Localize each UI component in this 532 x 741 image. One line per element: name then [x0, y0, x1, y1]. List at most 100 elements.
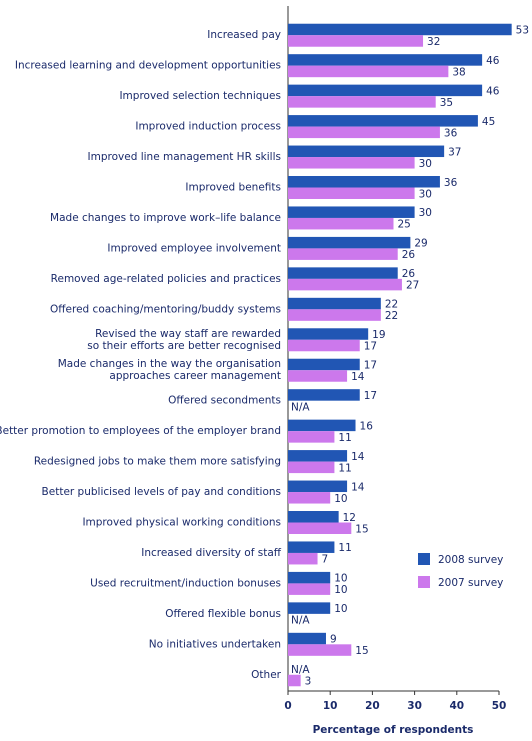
bar [288, 552, 318, 565]
value-label: 36 [444, 177, 458, 189]
bar [288, 157, 415, 169]
y-tick-label: Made changes in the way the organisation… [58, 358, 281, 382]
value-label: 10 [334, 493, 347, 505]
value-label: 3 [305, 676, 312, 688]
value-label: 15 [355, 523, 368, 535]
y-tick-label: Offered coaching/mentoring/buddy systems [50, 303, 281, 315]
bar [288, 571, 331, 584]
x-tick-label: 20 [365, 700, 380, 712]
y-tick-label: Made changes to improve work–life balanc… [50, 212, 281, 224]
bar [288, 248, 398, 260]
y-tick-label: Increased diversity of staff [141, 547, 282, 559]
value-label: 11 [338, 462, 351, 474]
y-tick-label: Redesigned jobs to make them more satisf… [34, 456, 281, 468]
bar [288, 674, 301, 687]
y-tick-label: Better promotion to employees of the emp… [0, 425, 281, 437]
bar [288, 96, 436, 108]
bar [288, 541, 335, 553]
y-tick-label: Other [251, 669, 281, 681]
y-tick-label: Improved employee involvement [107, 242, 281, 254]
value-label: 30 [419, 158, 432, 170]
y-tick-label: Offered flexible bonus [165, 608, 281, 620]
y-tick-label: Increased pay [207, 29, 281, 41]
y-tick-label: Removed age-related policies and practic… [51, 273, 281, 285]
bar [288, 632, 326, 645]
value-label: 22 [385, 299, 398, 311]
value-label: 25 [398, 219, 411, 231]
value-label: 46 [486, 55, 500, 67]
bar [288, 278, 402, 291]
x-tick-label: 30 [407, 700, 422, 712]
value-label: N/A [291, 401, 310, 413]
value-label: 14 [351, 371, 365, 383]
bar [288, 370, 348, 382]
value-label: 16 [360, 420, 374, 432]
value-label: 26 [402, 268, 416, 280]
value-label: 11 [338, 542, 351, 554]
value-label: 11 [338, 432, 351, 444]
value-label: 17 [364, 341, 377, 353]
value-label: 38 [452, 66, 465, 78]
bar [288, 431, 335, 443]
value-label: N/A [291, 615, 310, 627]
bar [288, 54, 483, 66]
value-label: 12 [343, 512, 356, 524]
bar [288, 522, 352, 534]
y-tick-label: Improved induction process [135, 121, 281, 133]
bar [288, 217, 394, 230]
value-label: 10 [334, 573, 347, 585]
bar [288, 84, 483, 97]
value-label: 35 [440, 97, 453, 109]
bar [288, 492, 331, 504]
bar [288, 644, 352, 656]
value-label: 15 [355, 645, 368, 657]
bar [288, 176, 440, 188]
bar [288, 65, 449, 78]
bar [288, 461, 335, 474]
y-tick-label: Offered secondments [168, 395, 281, 407]
y-tick-label: No initiatives undertaken [149, 638, 281, 650]
y-tick-label: Better publicised levels of pay and cond… [42, 486, 281, 498]
value-label: 17 [364, 359, 377, 371]
bar [288, 23, 512, 36]
value-label: 30 [419, 207, 432, 219]
legend-label: 2008 survey [438, 554, 503, 566]
x-tick-label: 40 [449, 700, 464, 712]
bar [288, 297, 381, 310]
bar [288, 309, 381, 321]
value-label: 26 [402, 249, 416, 261]
bar [288, 358, 360, 371]
value-label: N/A [291, 664, 310, 676]
bar [288, 419, 356, 432]
x-tick-label: 10 [323, 700, 338, 712]
value-label: 36 [444, 127, 458, 139]
value-label: 37 [448, 146, 461, 158]
x-tick-label: 0 [284, 700, 291, 712]
value-label: 10 [334, 584, 347, 596]
value-label: 17 [364, 390, 377, 402]
value-label: 10 [334, 603, 347, 615]
value-label: 45 [482, 116, 495, 128]
y-tick-label: Used recruitment/induction bonuses [90, 577, 281, 589]
y-tick-label: Improved selection techniques [119, 90, 281, 102]
legend-swatch [418, 553, 430, 565]
value-label: 14 [351, 481, 365, 493]
value-label: 7 [322, 554, 329, 566]
y-tick-label: Improved benefits [185, 182, 281, 194]
value-label: 30 [419, 188, 432, 200]
bar [288, 511, 339, 523]
bar [288, 602, 331, 614]
bar [288, 115, 478, 127]
value-label: 9 [330, 634, 337, 646]
bar [288, 267, 398, 279]
bar [288, 206, 415, 218]
value-label: 22 [385, 310, 398, 322]
y-tick-label: Increased learning and development oppor… [15, 60, 281, 72]
legend-label: 2007 survey [438, 577, 503, 589]
bar [288, 450, 348, 462]
y-tick-label: Improved line management HR skills [88, 151, 281, 163]
bar [288, 35, 424, 47]
x-tick-label: 50 [492, 700, 507, 712]
value-label: 29 [414, 238, 427, 250]
bar [288, 145, 445, 158]
